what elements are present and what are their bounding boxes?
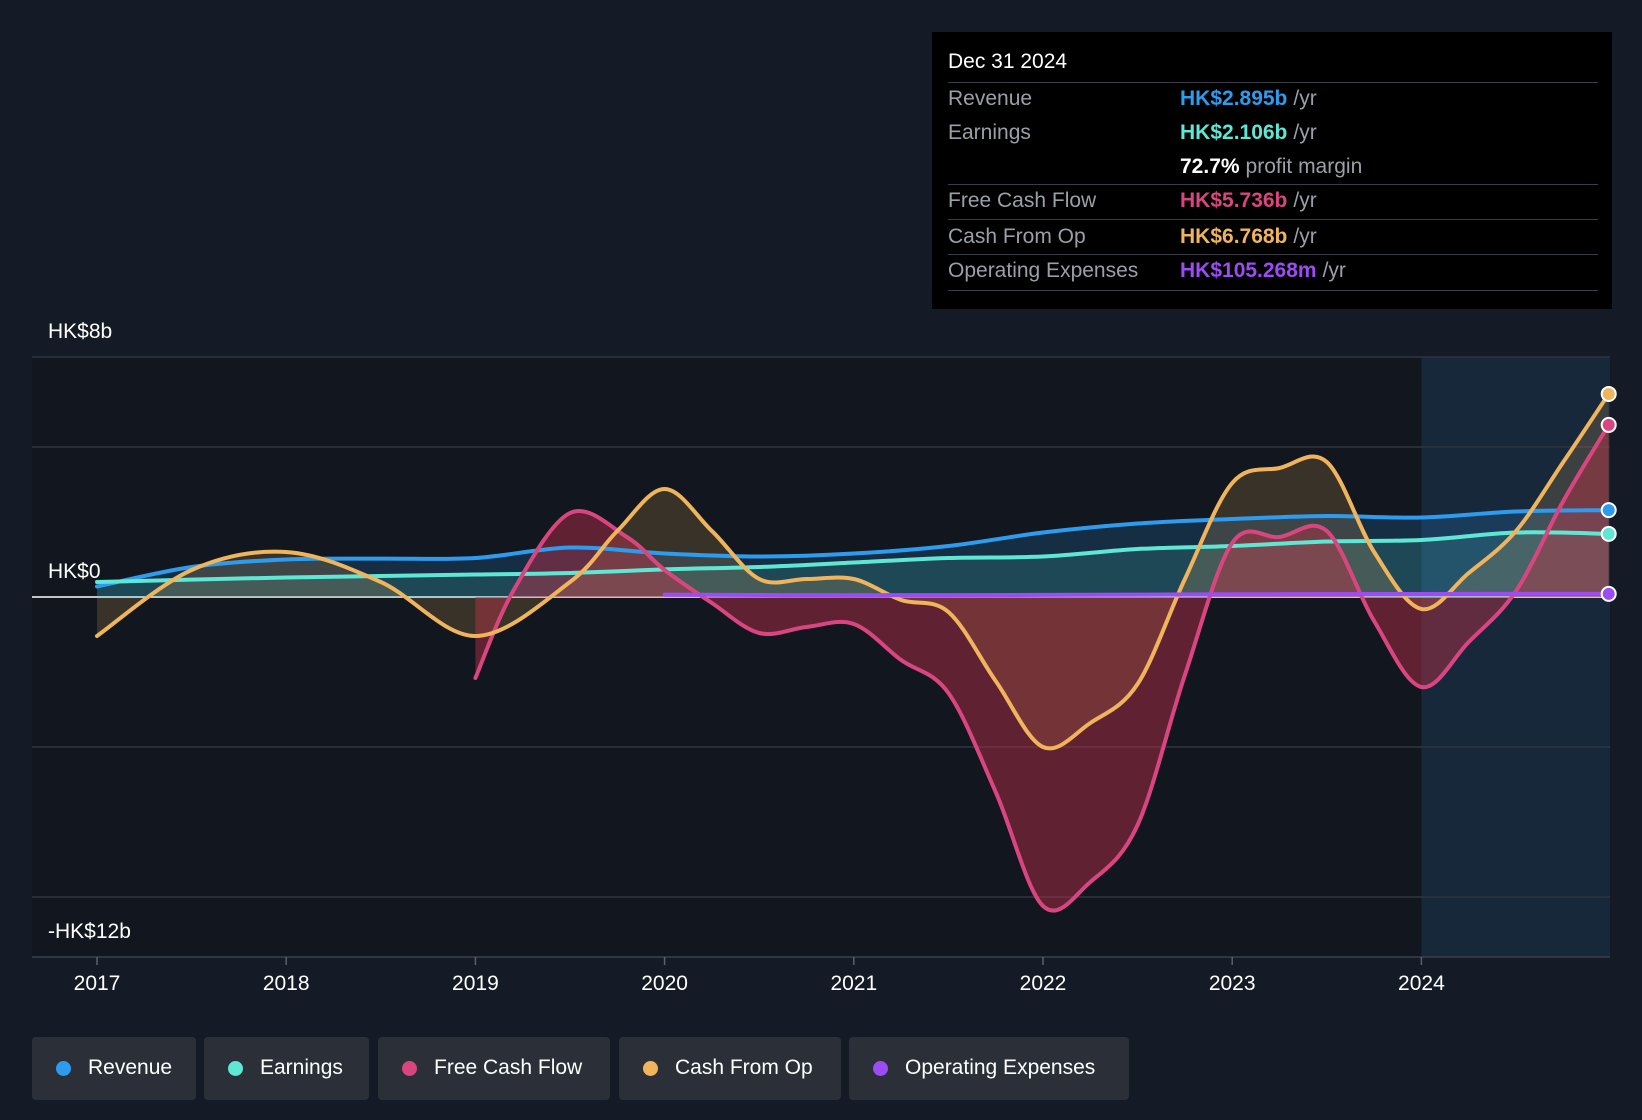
legend-label: Cash From Op: [675, 1056, 813, 1079]
end-dot-operating-expenses: [1600, 585, 1617, 602]
line-free-cash-flow: [473, 422, 1611, 913]
y-axis-label-bottom: -HK$12b: [48, 920, 131, 943]
tooltip-row-fcf: Free Cash Flow HK$5.736b/yr: [948, 183, 1608, 217]
legend-item-revenue[interactable]: Revenue: [32, 1037, 196, 1100]
tooltip-unit: /yr: [1322, 259, 1346, 282]
tooltip-date: Dec 31 2024: [948, 50, 1068, 73]
tooltip-row-margin: 72.7% profit margin: [948, 149, 1608, 183]
tooltip-value: HK$105.268m: [1180, 259, 1317, 282]
legend-dot-icon: [228, 1061, 243, 1076]
tooltip-unit: profit margin: [1245, 155, 1363, 178]
tooltip-label: Cash From Op: [948, 225, 1086, 248]
legend-label: Free Cash Flow: [434, 1056, 583, 1079]
x-tick-label: 2023: [1209, 972, 1256, 995]
legend-label: Operating Expenses: [905, 1056, 1096, 1079]
tooltip-label: Free Cash Flow: [948, 189, 1097, 212]
tooltip-divider: [948, 254, 1598, 255]
tooltip-divider: [948, 184, 1598, 185]
y-axis-label-top: HK$8b: [48, 320, 113, 343]
tooltip-row-cfo: Cash From Op HK$6.768b/yr: [948, 219, 1608, 253]
recent-period-band: [1421, 357, 1610, 957]
tooltip-divider: [948, 290, 1598, 291]
tooltip-value: HK$2.106b: [1180, 121, 1288, 144]
tooltip-label: Operating Expenses: [948, 259, 1139, 282]
tooltip-value: 72.7%: [1180, 155, 1240, 178]
tooltip-row-earnings: Earnings HK$2.106b/yr: [948, 115, 1608, 149]
tooltip-row-opex: Operating Expenses HK$105.268m/yr: [948, 253, 1608, 287]
tooltip-value: HK$2.895b: [1180, 87, 1288, 110]
tooltip-divider: [948, 219, 1598, 220]
tooltip-divider: [948, 82, 1598, 83]
legend-label: Earnings: [260, 1056, 343, 1079]
tooltip-row-revenue: Revenue HK$2.895b/yr: [948, 81, 1608, 115]
x-tick-label: 2020: [641, 972, 688, 995]
legend-dot-icon: [56, 1061, 71, 1076]
legend-item-earnings[interactable]: Earnings: [204, 1037, 369, 1100]
line-cash-from-op: [95, 392, 1611, 751]
area-free-cash-flow: [475, 424, 1609, 911]
area-free-cash-flow-shade: [475, 424, 1609, 911]
tooltip-panel: Dec 31 2024 Revenue HK$2.895b/yr Earning…: [932, 32, 1612, 309]
line-earnings: [95, 530, 1611, 584]
x-tick-label: 2024: [1398, 972, 1445, 995]
legend-item-free-cash-flow[interactable]: Free Cash Flow: [378, 1037, 610, 1100]
legend-dot-icon: [873, 1061, 888, 1076]
tooltip-value: HK$6.768b: [1180, 225, 1288, 248]
end-dot-cash-from-op: [1600, 385, 1617, 402]
tooltip-value: HK$5.736b: [1180, 189, 1288, 212]
end-dot-earnings: [1600, 525, 1617, 542]
end-dot-free-cash-flow: [1600, 416, 1617, 433]
legend-label: Revenue: [88, 1056, 173, 1079]
x-tick-label: 2018: [263, 972, 310, 995]
tooltip-label: Earnings: [948, 121, 1031, 144]
tooltip-unit: /yr: [1293, 87, 1317, 110]
tooltip-unit: /yr: [1293, 121, 1317, 144]
area-cash-from-op: [97, 394, 1609, 749]
x-tick-label: 2021: [830, 972, 877, 995]
x-tick-label: 2017: [74, 972, 121, 995]
tooltip-label: Revenue: [948, 87, 1033, 110]
legend-item-operating-expenses[interactable]: Operating Expenses: [849, 1037, 1129, 1100]
x-tick-label: 2019: [452, 972, 499, 995]
y-axis-label-zero: HK$0: [48, 560, 101, 583]
end-dot-revenue: [1600, 502, 1617, 519]
legend-dot-icon: [643, 1061, 658, 1076]
line-operating-expenses: [662, 591, 1611, 598]
tooltip-unit: /yr: [1293, 189, 1317, 212]
x-tick-label: 2022: [1020, 972, 1067, 995]
legend-dot-icon: [402, 1061, 417, 1076]
legend-item-cash-from-op[interactable]: Cash From Op: [619, 1037, 841, 1100]
tooltip-unit: /yr: [1293, 225, 1317, 248]
